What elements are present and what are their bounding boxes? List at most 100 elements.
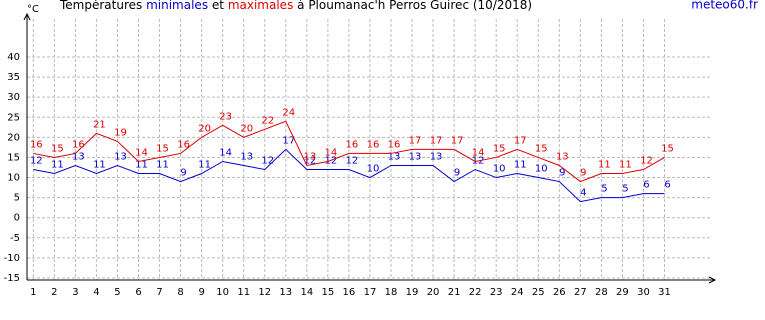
x-tick-label: 11 bbox=[237, 287, 250, 298]
x-tick-label: 28 bbox=[595, 287, 608, 298]
y-tick-label: 10 bbox=[7, 173, 20, 184]
title-prefix: Températures bbox=[59, 0, 142, 12]
y-axis-arrow bbox=[23, 12, 31, 21]
data-label: 9 bbox=[180, 168, 186, 179]
x-tick-label: 18 bbox=[385, 287, 398, 298]
x-tick-label: 24 bbox=[511, 287, 524, 298]
data-label: 10 bbox=[367, 164, 380, 175]
x-tick-label: 8 bbox=[177, 287, 183, 298]
data-label: 17 bbox=[430, 135, 443, 146]
data-label: 20 bbox=[240, 123, 253, 134]
data-label: 22 bbox=[261, 115, 274, 126]
data-label: 11 bbox=[135, 160, 148, 171]
data-label: 13 bbox=[240, 151, 253, 162]
x-tick-label: 4 bbox=[93, 287, 99, 298]
series-line bbox=[33, 120, 665, 183]
data-label: 11 bbox=[198, 160, 211, 171]
data-label: 11 bbox=[156, 160, 169, 171]
data-label: 13 bbox=[556, 151, 569, 162]
x-tick-label: 25 bbox=[532, 287, 545, 298]
x-tick-label: 13 bbox=[279, 287, 292, 298]
data-label: 16 bbox=[346, 139, 359, 150]
data-label: 9 bbox=[454, 168, 460, 179]
x-tick-label: 6 bbox=[135, 287, 141, 298]
title-joiner: et bbox=[212, 0, 224, 12]
x-tick-label: 26 bbox=[553, 287, 566, 298]
data-label: 14 bbox=[219, 147, 232, 158]
data-label: 17 bbox=[451, 135, 464, 146]
x-tick-label: 21 bbox=[448, 287, 461, 298]
x-tick-label: 10 bbox=[216, 287, 229, 298]
data-label: 14 bbox=[472, 147, 485, 158]
data-label: 16 bbox=[367, 139, 380, 150]
data-label: 17 bbox=[409, 135, 422, 146]
x-tick-label: 23 bbox=[490, 287, 503, 298]
series-line bbox=[33, 148, 665, 203]
data-label: 16 bbox=[30, 139, 43, 150]
data-label: 13 bbox=[409, 151, 422, 162]
x-tick-label: 9 bbox=[198, 287, 204, 298]
title-suffix: à Ploumanac'h Perros Guirec (10/2018) bbox=[297, 0, 532, 12]
x-tick-label: 7 bbox=[156, 287, 162, 298]
x-tick-label: 16 bbox=[343, 287, 356, 298]
y-tick-label: 15 bbox=[7, 152, 20, 163]
data-label: 6 bbox=[664, 180, 670, 191]
data-label: 11 bbox=[598, 160, 611, 171]
y-tick-label: 25 bbox=[7, 112, 20, 123]
data-label: 19 bbox=[114, 127, 127, 138]
data-label: 16 bbox=[388, 139, 401, 150]
data-label: 15 bbox=[535, 143, 548, 154]
data-label: 10 bbox=[493, 164, 506, 175]
x-tick-label: 17 bbox=[364, 287, 377, 298]
data-label: 10 bbox=[535, 164, 548, 175]
data-label: 13 bbox=[114, 151, 127, 162]
x-tick-label: 27 bbox=[574, 287, 587, 298]
data-label: 13 bbox=[303, 151, 316, 162]
data-label: 5 bbox=[601, 184, 607, 195]
title-series-min: minimales bbox=[146, 0, 208, 12]
x-tick-label: 15 bbox=[322, 287, 335, 298]
x-tick-label: 20 bbox=[427, 287, 440, 298]
data-label: 5 bbox=[622, 184, 628, 195]
data-label: 17 bbox=[282, 135, 295, 146]
y-tick-label: -15 bbox=[4, 273, 20, 284]
data-label: 6 bbox=[643, 180, 649, 191]
data-label: 11 bbox=[93, 160, 106, 171]
data-label: 13 bbox=[388, 151, 401, 162]
x-tick-label: 29 bbox=[616, 287, 629, 298]
y-unit: °C bbox=[27, 4, 39, 15]
y-tick-label: -10 bbox=[4, 253, 20, 264]
y-tick-label: 20 bbox=[7, 132, 20, 143]
x-tick-label: 19 bbox=[406, 287, 419, 298]
data-label: 12 bbox=[640, 156, 653, 167]
x-tick-label: 3 bbox=[72, 287, 78, 298]
x-tick-label: 22 bbox=[469, 287, 482, 298]
y-tick-label: 5 bbox=[14, 193, 20, 204]
data-label: 14 bbox=[135, 147, 148, 158]
title-series-max: maximales bbox=[228, 0, 294, 12]
x-tick-label: 1 bbox=[30, 287, 36, 298]
x-tick-label: 31 bbox=[658, 287, 671, 298]
data-label: 16 bbox=[72, 139, 85, 150]
x-tick-label: 14 bbox=[300, 287, 313, 298]
data-label: 4 bbox=[580, 188, 586, 199]
source-link[interactable]: meteo60.fr bbox=[691, 0, 758, 12]
x-tick-label: 2 bbox=[51, 287, 57, 298]
data-label: 13 bbox=[430, 151, 443, 162]
chart-title: Températures minimales et maximales à Pl… bbox=[59, 0, 532, 12]
data-label: 9 bbox=[580, 168, 586, 179]
y-tick-label: 30 bbox=[7, 92, 20, 103]
data-label: 20 bbox=[198, 123, 211, 134]
data-label: 15 bbox=[661, 143, 674, 154]
data-label: 11 bbox=[619, 160, 632, 171]
y-tick-label: 0 bbox=[14, 213, 20, 224]
x-tick-label: 30 bbox=[637, 287, 650, 298]
data-label: 12 bbox=[325, 156, 338, 167]
data-label: 16 bbox=[177, 139, 190, 150]
data-label: 12 bbox=[261, 156, 274, 167]
data-label: 15 bbox=[493, 143, 506, 154]
data-label: 23 bbox=[219, 111, 232, 122]
y-tick-label: 35 bbox=[7, 72, 20, 83]
data-label: 15 bbox=[156, 143, 169, 154]
